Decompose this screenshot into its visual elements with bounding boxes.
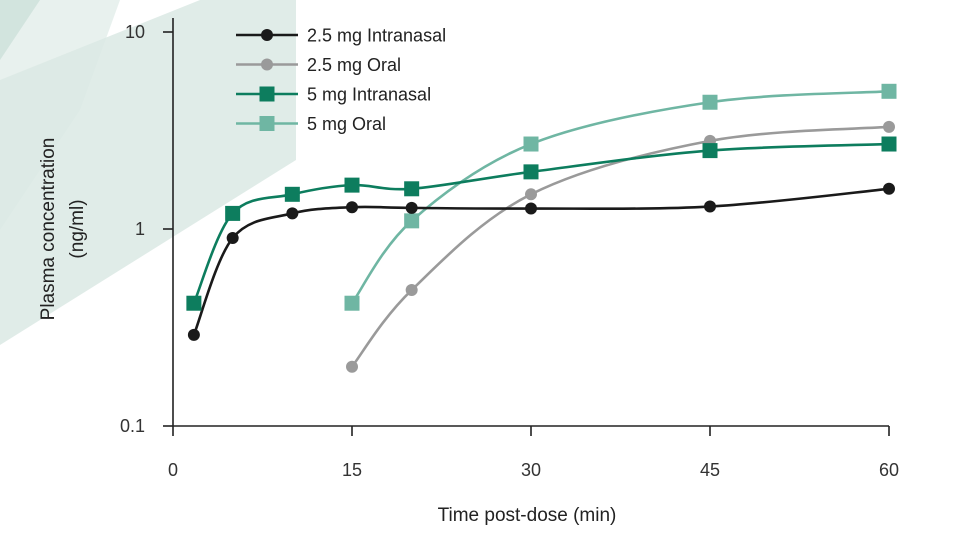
data-point (523, 164, 539, 180)
legend-label: 5 mg Oral (307, 114, 386, 134)
x-tick-label: 0 (168, 460, 178, 480)
series-1 (346, 120, 895, 373)
data-point (286, 207, 299, 220)
y-tick-label: 0.1 (120, 416, 145, 436)
data-point (226, 232, 239, 245)
series-line (350, 90, 890, 304)
y-axis-title-line-2: (ng/ml) (67, 199, 88, 258)
legend-marker (259, 86, 275, 102)
series-line (192, 187, 890, 336)
data-point (346, 360, 358, 373)
data-point (704, 200, 716, 213)
x-axis-title: Time post-dose (min) (438, 505, 617, 526)
data-point (525, 188, 537, 201)
x-tick-label: 45 (700, 460, 720, 480)
legend-item: 2.5 mg Oral (236, 55, 401, 75)
data-point (883, 182, 895, 195)
legend-marker (261, 58, 273, 71)
data-point (346, 201, 358, 214)
data-point (405, 284, 418, 297)
series-layer (186, 83, 897, 373)
legend: 2.5 mg Intranasal 2.5 mg Oral 5 mg Intrana… (236, 26, 446, 134)
data-point (186, 295, 202, 311)
legend-item: 5 mg Oral (236, 114, 386, 134)
data-point (344, 295, 360, 311)
x-tick-label: 60 (879, 460, 899, 480)
data-point (225, 205, 241, 221)
series-2 (186, 136, 897, 311)
x-tick-label: 15 (342, 460, 362, 480)
y-tick-label: 1 (135, 219, 145, 239)
legend-label: 5 mg Intranasal (307, 85, 431, 105)
data-point (525, 202, 537, 215)
y-axis-title: Plasma concentration (ng/ml) (38, 138, 88, 321)
data-point (404, 181, 420, 197)
y-axis-title-line-1: Plasma concentration (38, 138, 59, 321)
data-point (405, 201, 418, 214)
data-point (883, 120, 895, 133)
series-0 (187, 182, 895, 341)
legend-item: 5 mg Intranasal (236, 85, 431, 105)
x-tick-label: 30 (521, 460, 541, 480)
legend-item: 2.5 mg Intranasal (236, 26, 446, 46)
background-decoration (0, 0, 296, 345)
data-point (881, 136, 897, 152)
series-3 (344, 83, 897, 311)
series-line (350, 125, 890, 368)
legend-marker (261, 29, 273, 41)
data-point (187, 328, 200, 341)
data-point (702, 94, 718, 110)
legend-label: 2.5 mg Oral (307, 55, 401, 75)
data-point (523, 136, 539, 152)
data-point (404, 213, 420, 229)
x-ticks: 0 15 30 45 60 (168, 426, 899, 480)
legend-label: 2.5 mg Intranasal (307, 26, 446, 46)
data-point (881, 83, 897, 99)
series-line (192, 142, 890, 304)
data-point (284, 186, 300, 202)
y-tick-label: 10 (125, 22, 145, 42)
data-point (702, 143, 718, 159)
data-point (344, 177, 360, 193)
legend-marker (259, 116, 275, 131)
y-ticks: 0.1 1 10 (120, 22, 173, 436)
